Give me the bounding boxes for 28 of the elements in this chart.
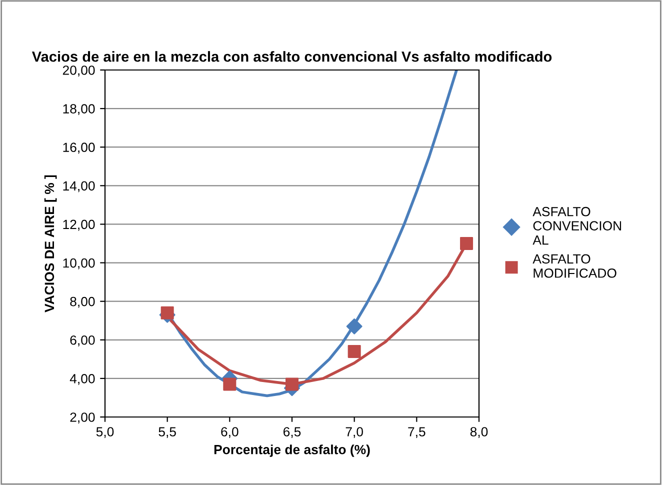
y-tick-label: 14,00 [63, 181, 95, 192]
x-tick-label: 5,5 [158, 427, 176, 438]
x-tick-label: 7,5 [408, 427, 426, 438]
y-tick-label: 18,00 [63, 104, 95, 116]
x-tick-label: 7,0 [346, 427, 363, 438]
x-tick-label: 6,0 [221, 427, 238, 438]
y-tick-label: 16,00 [63, 142, 95, 154]
x-tick-label: 8,0 [470, 427, 488, 438]
chart-title: Vacios de aire en la mezcla con asfalto convencional Vs asfalto modificado [32, 51, 552, 62]
y-tick-label: 8,00 [70, 296, 95, 308]
y-tick-label: 12,00 [63, 220, 95, 231]
y-tick-label: 20,00 [62, 66, 95, 76]
y-tick-label: 2,00 [70, 412, 95, 424]
point [160, 306, 174, 320]
point [346, 318, 362, 334]
point [285, 378, 299, 391]
point [223, 378, 236, 391]
y-tick-label: 4,00 [70, 374, 95, 385]
y-tick-label: 6,00 [70, 335, 95, 346]
x-tick-label: 6,5 [284, 427, 301, 438]
legend-label: ASFALTO MODIFICADO [532, 254, 616, 278]
y-axis-title: VACIOS DE AIRE [ % ] [44, 175, 57, 312]
point [348, 344, 361, 358]
point [460, 236, 474, 250]
x-tick-label: 5,0 [96, 427, 114, 438]
legend-label: ASFALTO CONVENCIONAL [532, 206, 622, 245]
x-axis-title: Porcentaje de asfalto (%) [214, 444, 370, 457]
y-tick-label: 10,00 [63, 258, 95, 270]
